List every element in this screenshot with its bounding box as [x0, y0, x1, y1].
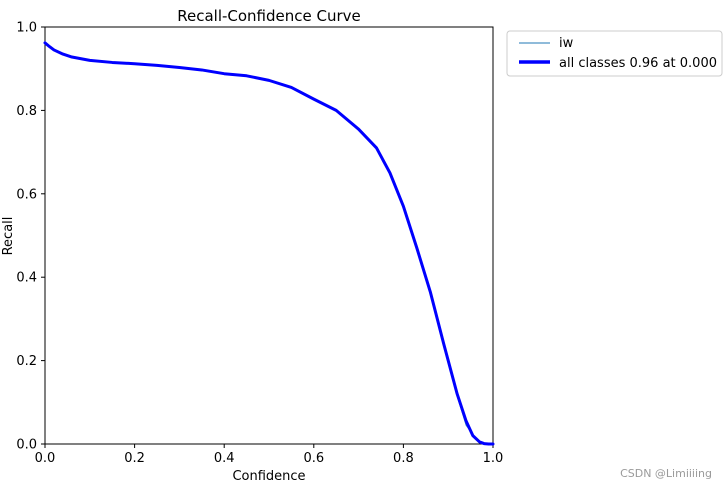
y-tick-label: 0.4	[16, 271, 37, 286]
y-tick-label: 0.0	[16, 438, 37, 453]
x-axis-label: Confidence	[232, 469, 305, 484]
chart-title: Recall-Confidence Curve	[177, 7, 361, 25]
y-tick-label: 0.6	[16, 187, 37, 202]
legend: iw all classes 0.96 at 0.000	[506, 30, 723, 77]
x-tick-label: 0.2	[124, 451, 145, 466]
x-tick-label: 0.8	[393, 451, 414, 466]
x-tick-label: 1.0	[483, 451, 504, 466]
y-axis-label: Recall	[1, 217, 16, 256]
y-tick-label: 0.8	[16, 104, 37, 119]
watermark: CSDN @Limiiiing	[620, 467, 712, 480]
plot-frame	[44, 26, 494, 445]
x-tick-label: 0.6	[303, 451, 324, 466]
legend-frame	[506, 30, 723, 77]
x-tick-label: 0.0	[35, 451, 56, 466]
series-line-iw	[44, 41, 494, 445]
y-tick-label: 0.2	[16, 354, 37, 369]
y-tick-label: 1.0	[16, 21, 37, 36]
legend-label-iw: iw	[559, 36, 574, 51]
x-tick-label: 0.4	[214, 451, 235, 466]
legend-label-all-classes: all classes 0.96 at 0.000	[559, 56, 717, 71]
series-line-all-classes	[43, 41, 495, 446]
